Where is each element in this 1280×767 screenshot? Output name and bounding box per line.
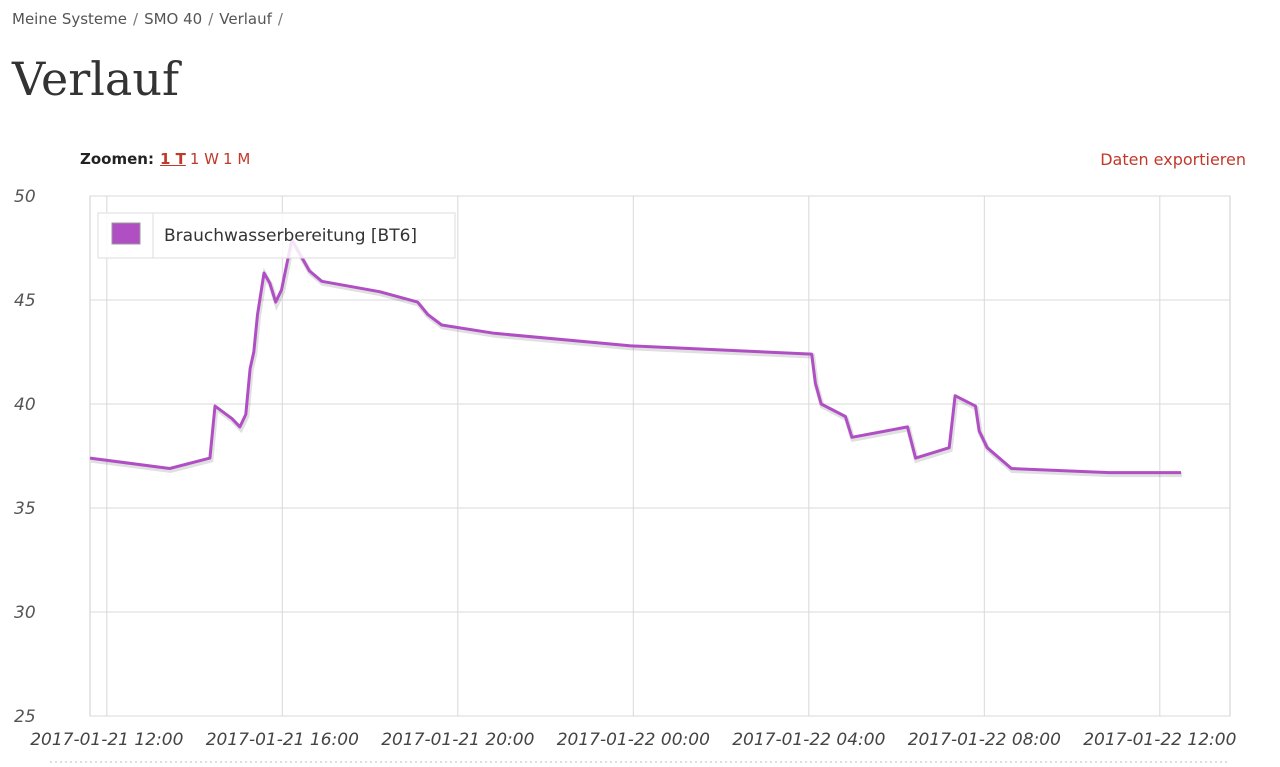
x-tick-label: 2017-01-21 16:00 — [206, 730, 359, 750]
x-tick-label: 2017-01-22 00:00 — [557, 730, 710, 750]
breadcrumb-item[interactable]: SMO 40 — [144, 10, 203, 28]
x-tick-label: 2017-01-21 12:00 — [30, 730, 183, 750]
page-title: Verlauf — [12, 52, 179, 106]
breadcrumb-item[interactable]: Verlauf — [219, 10, 272, 28]
zoom-option[interactable]: 1 M — [223, 150, 251, 168]
x-tick-label: 2017-01-22 04:00 — [732, 730, 885, 750]
y-tick-label: 25 — [14, 707, 36, 727]
plot-area — [89, 195, 1231, 717]
y-tick-label: 30 — [14, 603, 36, 623]
breadcrumb-separator: / — [208, 10, 214, 28]
y-tick-label: 35 — [14, 499, 36, 519]
zoom-label: Zoomen: — [80, 150, 154, 168]
y-tick-label: 40 — [14, 395, 36, 415]
breadcrumb-separator: / — [277, 10, 283, 28]
y-tick-label: 45 — [14, 291, 36, 311]
breadcrumb-separator: / — [133, 10, 139, 28]
legend-swatch — [111, 222, 141, 245]
zoom-option[interactable]: 1 W — [189, 150, 220, 168]
breadcrumb: Meine Systeme / SMO 40 / Verlauf / — [12, 10, 289, 28]
x-tick-label: 2017-01-22 08:00 — [908, 730, 1061, 750]
zoom-option[interactable]: 1 T — [159, 150, 186, 168]
x-tick-label: 2017-01-22 12:00 — [1083, 730, 1236, 750]
legend-box — [97, 212, 456, 259]
line — [89, 238, 1181, 475]
y-tick-label: 50 — [14, 187, 36, 207]
legend: Brauchwasserbereitung [BT6] — [97, 212, 456, 259]
export-link[interactable]: Daten exportieren — [1100, 150, 1246, 169]
legend-label: Brauchwasserbereitung [BT6] — [164, 226, 417, 246]
x-tick-label: 2017-01-21 20:00 — [381, 730, 534, 750]
breadcrumb-item[interactable]: Meine Systeme — [12, 10, 128, 28]
